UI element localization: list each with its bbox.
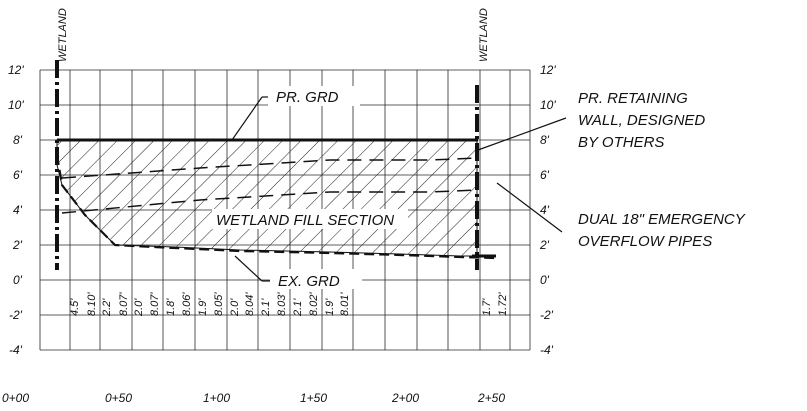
- station-label: 1+00: [203, 391, 230, 405]
- elev-left-8: 8': [13, 133, 23, 147]
- elev-left-0: 0': [13, 273, 23, 287]
- elev-value: 1.9': [197, 298, 209, 316]
- elev-right-10: 10': [540, 98, 556, 112]
- station-axis: 0+00 0+50 1+00 1+50 2+00 2+50: [2, 391, 505, 405]
- elev-value: 1.72': [497, 292, 509, 316]
- retaining-wall-callout: PR. RETAINING WALL, DESIGNED BY OTHERS: [477, 90, 705, 151]
- pipes-callout: DUAL 18" EMERGENCY OVERFLOW PIPES: [496, 182, 746, 250]
- elev-value: 2.0': [229, 298, 241, 317]
- elev-value: 2.2': [101, 298, 113, 317]
- elevation-axis-right: 12' 10' 8' 6' 4' 2' 0' -2' -4': [539, 63, 556, 357]
- elev-right-4: 4': [540, 203, 550, 217]
- elev-left-2: 2': [12, 238, 23, 252]
- elev-right-6: 6': [540, 168, 550, 182]
- emergency-overflow-pipes: [61, 157, 479, 214]
- elev-value: 8.02': [308, 292, 320, 316]
- elev-right-neg4: -4': [540, 343, 554, 357]
- elev-left-neg4: -4': [9, 343, 23, 357]
- retaining-wall-label-2: WALL, DESIGNED: [578, 112, 705, 129]
- pipes-label-1: DUAL 18" EMERGENCY: [578, 211, 746, 228]
- elev-right-12: 12': [540, 63, 556, 77]
- elev-value: 8.07': [118, 292, 130, 316]
- elev-right-neg2: -2': [540, 308, 554, 322]
- elev-value: 8.01': [339, 292, 351, 316]
- wetland-label-left: WETLAND: [57, 8, 69, 62]
- elev-value: 8.07': [149, 292, 161, 316]
- elev-value: 2.1': [260, 298, 272, 317]
- elev-value: 8.06': [181, 292, 193, 316]
- elev-value: 2.1': [292, 298, 304, 317]
- retaining-wall-label-1: PR. RETAINING: [578, 90, 688, 107]
- fill-section-label: WETLAND FILL SECTION: [216, 212, 394, 229]
- elev-value: 2.0': [133, 298, 145, 317]
- elevation-values: 4.5' 8.10' 2.2' 8.07' 2.0' 8.07' 1.8' 8.…: [69, 292, 509, 317]
- elev-value: 1.8': [165, 298, 177, 316]
- elev-value: 8.03': [276, 292, 288, 316]
- elev-value: 1.7': [481, 298, 493, 316]
- station-label: 2+50: [477, 391, 505, 405]
- retaining-wall-label-3: BY OTHERS: [578, 134, 664, 151]
- wetland-label-right: WETLAND: [478, 8, 490, 62]
- elev-left-4: 4': [13, 203, 23, 217]
- elev-value: 8.05': [213, 292, 225, 316]
- elev-right-2: 2': [539, 238, 550, 252]
- elev-value: 8.10': [86, 292, 98, 316]
- elev-value: 8.04': [244, 292, 256, 316]
- elev-right-0: 0': [540, 273, 550, 287]
- elev-left-neg2: -2': [9, 308, 23, 322]
- fill-section-hatch: [56, 139, 478, 257]
- proposed-grade-label: PR. GRD: [276, 89, 339, 106]
- existing-grade-line: [55, 154, 496, 260]
- pipes-label-2: OVERFLOW PIPES: [578, 233, 712, 250]
- existing-grade-label: EX. GRD: [278, 273, 340, 290]
- station-label: 2+00: [391, 391, 419, 405]
- elev-value: 1.9': [324, 298, 336, 316]
- elevation-axis-left: 12' 10' 8' 6' 4' 2' 0' -2' -4': [8, 63, 24, 357]
- elev-left-6: 6': [13, 168, 23, 182]
- elev-left-10: 10': [8, 98, 24, 112]
- station-label: 1+50: [300, 391, 327, 405]
- station-label: 0+00: [2, 391, 29, 405]
- elev-value: 4.5': [69, 298, 81, 316]
- proposed-grade-callout: PR. GRD: [231, 86, 360, 141]
- elev-right-8: 8': [540, 133, 550, 147]
- existing-grade-callout: EX. GRD: [234, 255, 362, 290]
- elev-left-12: 12': [8, 63, 24, 77]
- station-label: 0+50: [105, 391, 132, 405]
